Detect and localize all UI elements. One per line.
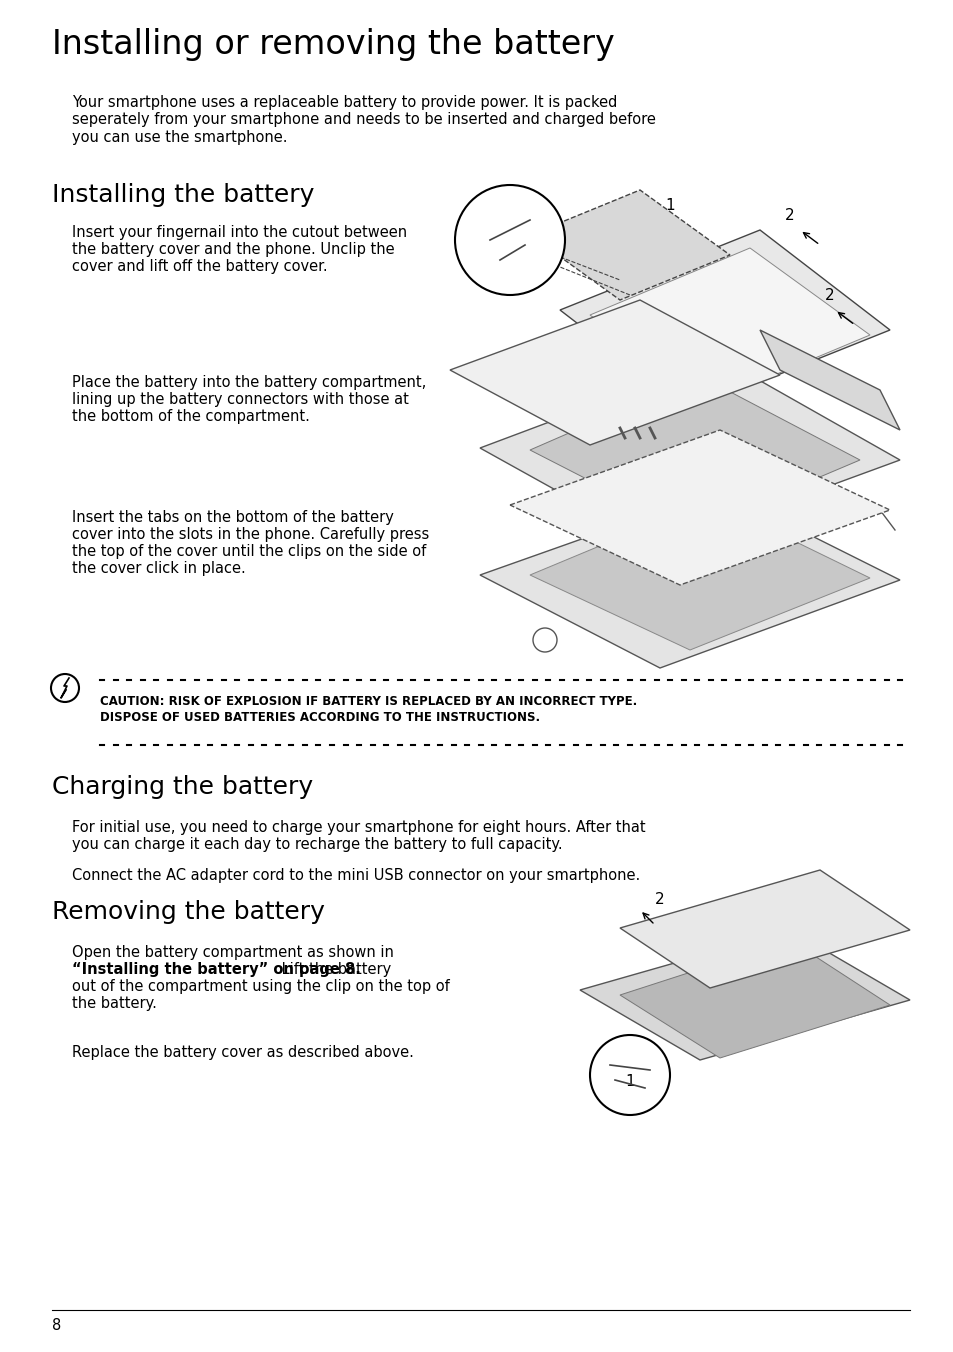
Polygon shape xyxy=(510,430,889,585)
Polygon shape xyxy=(479,358,899,548)
Circle shape xyxy=(455,185,564,295)
Text: the battery cover and the phone. Unclip the: the battery cover and the phone. Unclip … xyxy=(71,242,395,257)
Circle shape xyxy=(51,675,79,702)
Polygon shape xyxy=(619,869,909,988)
Polygon shape xyxy=(530,376,859,531)
Text: CAUTION: RISK OF EXPLOSION IF BATTERY IS REPLACED BY AN INCORRECT TYPE.: CAUTION: RISK OF EXPLOSION IF BATTERY IS… xyxy=(100,695,637,708)
Polygon shape xyxy=(589,247,869,402)
Circle shape xyxy=(533,627,557,652)
Text: Insert your fingernail into the cutout between: Insert your fingernail into the cutout b… xyxy=(71,224,407,241)
Polygon shape xyxy=(530,191,729,300)
Text: the cover click in place.: the cover click in place. xyxy=(71,561,246,576)
Text: 2: 2 xyxy=(824,288,834,303)
Polygon shape xyxy=(760,330,899,430)
Text: Open the battery compartment as shown in: Open the battery compartment as shown in xyxy=(71,945,394,960)
Text: DISPOSE OF USED BATTERIES ACCORDING TO THE INSTRUCTIONS.: DISPOSE OF USED BATTERIES ACCORDING TO T… xyxy=(100,711,539,725)
Text: out of the compartment using the clip on the top of: out of the compartment using the clip on… xyxy=(71,979,449,994)
Text: 8: 8 xyxy=(52,1318,61,1333)
Text: you can charge it each day to recharge the battery to full capacity.: you can charge it each day to recharge t… xyxy=(71,837,562,852)
Text: the top of the cover until the clips on the side of: the top of the cover until the clips on … xyxy=(71,544,426,558)
Text: Connect the AC adapter cord to the mini USB connector on your smartphone.: Connect the AC adapter cord to the mini … xyxy=(71,868,639,883)
Text: Removing the battery: Removing the battery xyxy=(52,900,325,923)
Polygon shape xyxy=(619,940,889,1059)
Text: Replace the battery cover as described above.: Replace the battery cover as described a… xyxy=(71,1045,414,1060)
Text: Charging the battery: Charging the battery xyxy=(52,775,313,799)
Text: cover and lift off the battery cover.: cover and lift off the battery cover. xyxy=(71,260,327,274)
Polygon shape xyxy=(530,500,869,650)
Polygon shape xyxy=(579,930,909,1060)
Text: Place the battery into the battery compartment,: Place the battery into the battery compa… xyxy=(71,375,426,389)
Polygon shape xyxy=(479,489,899,668)
Polygon shape xyxy=(559,230,889,410)
Text: Your smartphone uses a replaceable battery to provide power. It is packed
sepera: Your smartphone uses a replaceable batte… xyxy=(71,95,656,145)
Text: 1: 1 xyxy=(624,1075,634,1090)
Text: For initial use, you need to charge your smartphone for eight hours. After that: For initial use, you need to charge your… xyxy=(71,821,645,836)
Text: “Installing the battery” on page 8.: “Installing the battery” on page 8. xyxy=(71,963,360,977)
Text: 2: 2 xyxy=(784,207,794,223)
Text: Installing or removing the battery: Installing or removing the battery xyxy=(52,28,614,61)
Text: the battery.: the battery. xyxy=(71,996,156,1011)
Text: lining up the battery connectors with those at: lining up the battery connectors with th… xyxy=(71,392,409,407)
Text: 1: 1 xyxy=(664,197,674,212)
Polygon shape xyxy=(450,300,780,445)
Circle shape xyxy=(589,1036,669,1115)
Text: Installing the battery: Installing the battery xyxy=(52,183,314,207)
Text: Insert the tabs on the bottom of the battery: Insert the tabs on the bottom of the bat… xyxy=(71,510,394,525)
Text: Lift the battery: Lift the battery xyxy=(276,963,391,977)
Text: cover into the slots in the phone. Carefully press: cover into the slots in the phone. Caref… xyxy=(71,527,429,542)
Text: the bottom of the compartment.: the bottom of the compartment. xyxy=(71,410,310,425)
Text: 2: 2 xyxy=(655,892,664,907)
